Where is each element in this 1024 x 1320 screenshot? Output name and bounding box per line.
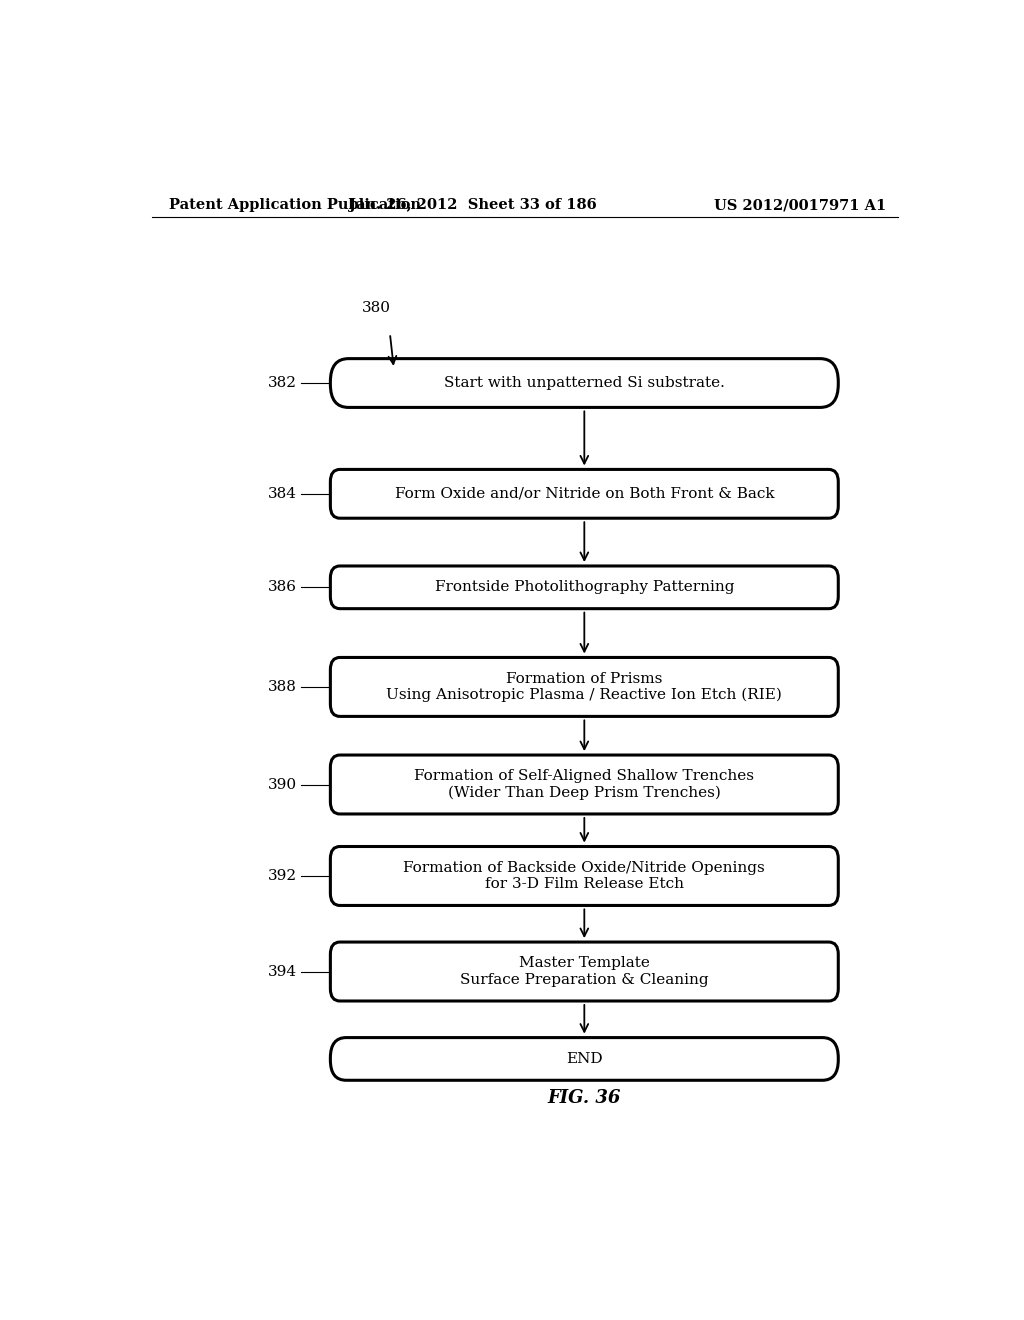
- Text: Formation of Prisms
Using Anisotropic Plasma / Reactive Ion Etch (RIE): Formation of Prisms Using Anisotropic Pl…: [386, 672, 782, 702]
- FancyBboxPatch shape: [331, 846, 839, 906]
- FancyBboxPatch shape: [331, 942, 839, 1001]
- Text: Frontside Photolithography Patterning: Frontside Photolithography Patterning: [434, 581, 734, 594]
- FancyBboxPatch shape: [331, 359, 839, 408]
- Text: 388: 388: [268, 680, 297, 694]
- FancyBboxPatch shape: [331, 657, 839, 717]
- Text: 394: 394: [268, 965, 297, 978]
- Text: 384: 384: [268, 487, 297, 500]
- FancyBboxPatch shape: [331, 566, 839, 609]
- Text: Formation of Self-Aligned Shallow Trenches
(Wider Than Deep Prism Trenches): Formation of Self-Aligned Shallow Trench…: [415, 770, 755, 800]
- FancyBboxPatch shape: [331, 470, 839, 519]
- Text: Formation of Backside Oxide/Nitride Openings
for 3-D Film Release Etch: Formation of Backside Oxide/Nitride Open…: [403, 861, 765, 891]
- Text: 382: 382: [268, 376, 297, 389]
- Text: Patent Application Publication: Patent Application Publication: [169, 198, 421, 213]
- Text: 390: 390: [268, 777, 297, 792]
- Text: 386: 386: [268, 581, 297, 594]
- FancyBboxPatch shape: [331, 755, 839, 814]
- Text: US 2012/0017971 A1: US 2012/0017971 A1: [714, 198, 886, 213]
- Text: Form Oxide and/or Nitride on Both Front & Back: Form Oxide and/or Nitride on Both Front …: [394, 487, 774, 500]
- Text: 380: 380: [362, 301, 391, 315]
- Text: FIG. 36: FIG. 36: [548, 1089, 621, 1106]
- FancyBboxPatch shape: [331, 1038, 839, 1080]
- Text: 392: 392: [268, 869, 297, 883]
- Text: Jan. 26, 2012  Sheet 33 of 186: Jan. 26, 2012 Sheet 33 of 186: [349, 198, 597, 213]
- Text: END: END: [566, 1052, 603, 1067]
- Text: Start with unpatterned Si substrate.: Start with unpatterned Si substrate.: [443, 376, 725, 389]
- Text: Master Template
Surface Preparation & Cleaning: Master Template Surface Preparation & Cl…: [460, 957, 709, 986]
